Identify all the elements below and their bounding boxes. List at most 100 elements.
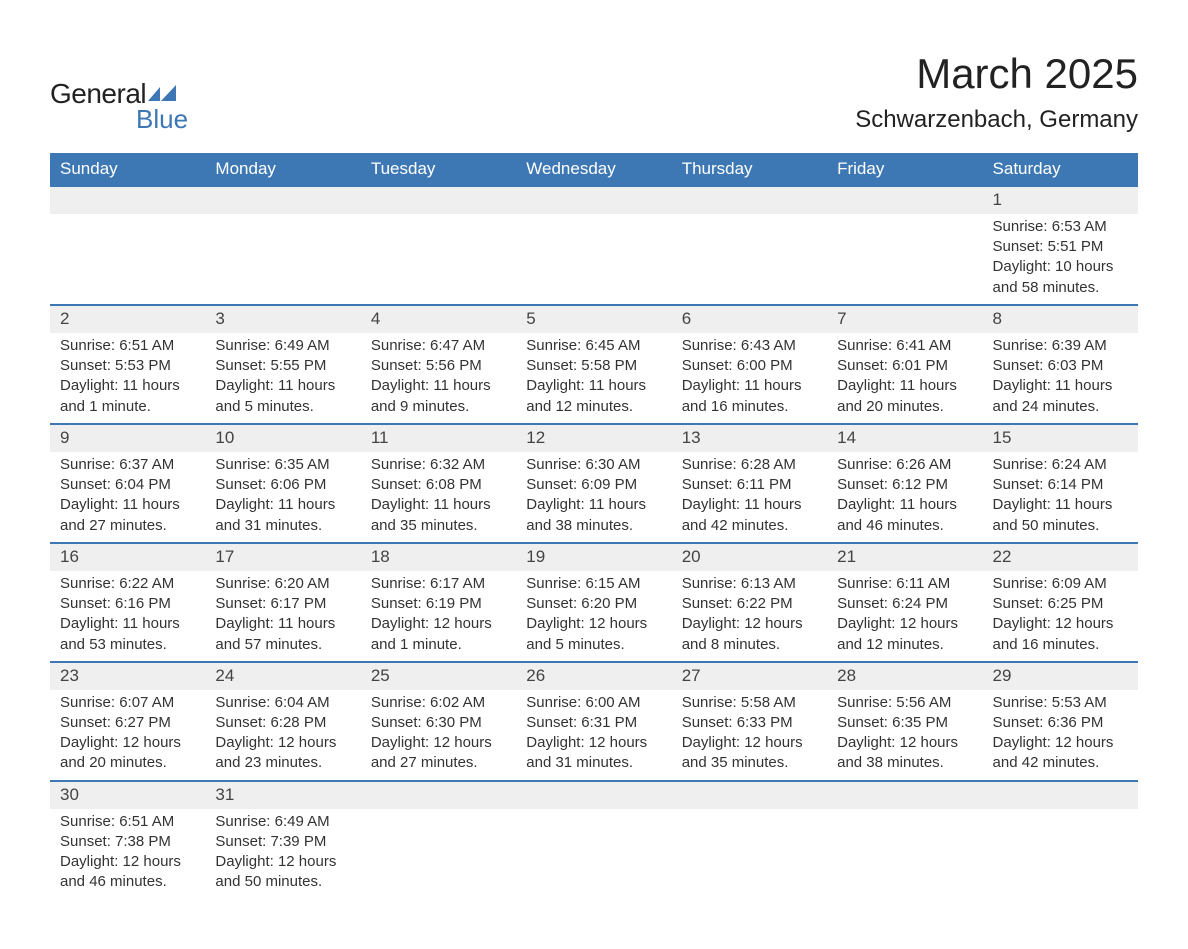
- day-data-line: and 57 minutes.: [215, 635, 350, 655]
- day-number-cell: 20: [672, 543, 827, 571]
- day-data-line: Daylight: 12 hours: [837, 614, 972, 634]
- day-data-line: Sunset: 6:08 PM: [371, 475, 506, 495]
- day-data-line: and 1 minute.: [60, 397, 195, 417]
- day-data-cell: [50, 214, 205, 305]
- day-data-cell: Sunrise: 6:28 AMSunset: 6:11 PMDaylight:…: [672, 452, 827, 543]
- day-data-line: Daylight: 11 hours: [993, 376, 1128, 396]
- day-data-cell: [516, 214, 671, 305]
- week-data-row: Sunrise: 6:51 AMSunset: 7:38 PMDaylight:…: [50, 809, 1138, 899]
- day-data-cell: Sunrise: 6:51 AMSunset: 5:53 PMDaylight:…: [50, 333, 205, 424]
- day-data-line: Sunset: 5:53 PM: [60, 356, 195, 376]
- day-data-line: and 8 minutes.: [682, 635, 817, 655]
- day-data-line: Sunrise: 6:24 AM: [993, 455, 1128, 475]
- week-daynum-row: 1: [50, 186, 1138, 214]
- calendar-table: Sunday Monday Tuesday Wednesday Thursday…: [50, 153, 1138, 899]
- calendar-body: 1Sunrise: 6:53 AMSunset: 5:51 PMDaylight…: [50, 186, 1138, 899]
- week-data-row: Sunrise: 6:53 AMSunset: 5:51 PMDaylight:…: [50, 214, 1138, 305]
- day-data-line: Daylight: 11 hours: [371, 376, 506, 396]
- day-data-line: Sunset: 5:56 PM: [371, 356, 506, 376]
- day-data-line: and 42 minutes.: [682, 516, 817, 536]
- day-number-cell: 25: [361, 662, 516, 690]
- day-data-cell: Sunrise: 6:35 AMSunset: 6:06 PMDaylight:…: [205, 452, 360, 543]
- day-number-cell: [361, 186, 516, 214]
- day-number-cell: 3: [205, 305, 360, 333]
- day-data-line: Daylight: 11 hours: [215, 614, 350, 634]
- day-data-cell: Sunrise: 6:15 AMSunset: 6:20 PMDaylight:…: [516, 571, 671, 662]
- day-data-cell: [672, 214, 827, 305]
- day-data-cell: [516, 809, 671, 899]
- day-number-cell: [516, 186, 671, 214]
- day-data-line: Daylight: 12 hours: [682, 614, 817, 634]
- day-data-cell: Sunrise: 6:45 AMSunset: 5:58 PMDaylight:…: [516, 333, 671, 424]
- day-data-line: Sunrise: 5:53 AM: [993, 693, 1128, 713]
- day-data-line: Daylight: 12 hours: [215, 852, 350, 872]
- day-data-line: and 27 minutes.: [60, 516, 195, 536]
- day-data-line: Sunset: 6:16 PM: [60, 594, 195, 614]
- day-number-cell: 14: [827, 424, 982, 452]
- day-number-cell: 22: [983, 543, 1138, 571]
- day-data-cell: Sunrise: 6:09 AMSunset: 6:25 PMDaylight:…: [983, 571, 1138, 662]
- day-data-line: Daylight: 11 hours: [60, 495, 195, 515]
- day-data-line: Sunrise: 6:07 AM: [60, 693, 195, 713]
- day-data-line: Sunset: 6:17 PM: [215, 594, 350, 614]
- day-data-line: Sunrise: 6:13 AM: [682, 574, 817, 594]
- day-data-cell: Sunrise: 6:30 AMSunset: 6:09 PMDaylight:…: [516, 452, 671, 543]
- day-data-cell: Sunrise: 6:32 AMSunset: 6:08 PMDaylight:…: [361, 452, 516, 543]
- day-data-line: Sunrise: 6:47 AM: [371, 336, 506, 356]
- day-data-line: Sunrise: 6:41 AM: [837, 336, 972, 356]
- day-data-line: Sunrise: 6:00 AM: [526, 693, 661, 713]
- day-data-cell: Sunrise: 6:04 AMSunset: 6:28 PMDaylight:…: [205, 690, 360, 781]
- day-number-cell: 21: [827, 543, 982, 571]
- day-data-line: Daylight: 12 hours: [371, 733, 506, 753]
- day-data-line: Sunset: 6:03 PM: [993, 356, 1128, 376]
- day-data-line: Sunset: 6:30 PM: [371, 713, 506, 733]
- day-number-cell: 16: [50, 543, 205, 571]
- day-header: Saturday: [983, 153, 1138, 186]
- day-data-cell: Sunrise: 6:24 AMSunset: 6:14 PMDaylight:…: [983, 452, 1138, 543]
- day-number-cell: 17: [205, 543, 360, 571]
- brand-icon: [148, 83, 178, 103]
- day-data-line: Sunrise: 6:32 AM: [371, 455, 506, 475]
- day-data-line: Daylight: 11 hours: [60, 376, 195, 396]
- day-data-line: and 20 minutes.: [60, 753, 195, 773]
- day-data-line: Daylight: 10 hours: [993, 257, 1128, 277]
- day-data-line: and 42 minutes.: [993, 753, 1128, 773]
- week-daynum-row: 23242526272829: [50, 662, 1138, 690]
- day-data-cell: [361, 214, 516, 305]
- day-data-line: Sunrise: 6:51 AM: [60, 812, 195, 832]
- day-data-line: and 58 minutes.: [993, 278, 1128, 298]
- day-data-line: Sunrise: 6:22 AM: [60, 574, 195, 594]
- day-data-line: Sunset: 6:12 PM: [837, 475, 972, 495]
- day-data-line: Sunset: 6:09 PM: [526, 475, 661, 495]
- day-data-line: Daylight: 11 hours: [215, 376, 350, 396]
- day-data-line: Sunset: 6:20 PM: [526, 594, 661, 614]
- day-data-cell: Sunrise: 6:17 AMSunset: 6:19 PMDaylight:…: [361, 571, 516, 662]
- calendar-header-row: Sunday Monday Tuesday Wednesday Thursday…: [50, 153, 1138, 186]
- day-number-cell: 1: [983, 186, 1138, 214]
- day-data-cell: Sunrise: 6:41 AMSunset: 6:01 PMDaylight:…: [827, 333, 982, 424]
- day-data-cell: [983, 809, 1138, 899]
- day-data-line: Daylight: 11 hours: [682, 376, 817, 396]
- day-data-line: Sunset: 6:36 PM: [993, 713, 1128, 733]
- day-number-cell: 27: [672, 662, 827, 690]
- day-data-cell: [205, 214, 360, 305]
- day-data-line: Sunset: 7:39 PM: [215, 832, 350, 852]
- day-number-cell: 8: [983, 305, 1138, 333]
- day-data-line: and 27 minutes.: [371, 753, 506, 773]
- brand-logo: General Blue: [50, 78, 188, 135]
- day-data-line: Sunrise: 6:26 AM: [837, 455, 972, 475]
- day-data-line: and 35 minutes.: [371, 516, 506, 536]
- day-number-cell: 11: [361, 424, 516, 452]
- day-number-cell: 10: [205, 424, 360, 452]
- day-number-cell: 31: [205, 781, 360, 809]
- week-daynum-row: 3031: [50, 781, 1138, 809]
- day-data-line: Daylight: 12 hours: [60, 733, 195, 753]
- day-data-cell: Sunrise: 6:26 AMSunset: 6:12 PMDaylight:…: [827, 452, 982, 543]
- day-data-line: Daylight: 12 hours: [371, 614, 506, 634]
- day-data-line: and 46 minutes.: [837, 516, 972, 536]
- day-data-cell: Sunrise: 6:53 AMSunset: 5:51 PMDaylight:…: [983, 214, 1138, 305]
- day-number-cell: 24: [205, 662, 360, 690]
- day-data-line: Sunset: 5:58 PM: [526, 356, 661, 376]
- day-number-cell: 30: [50, 781, 205, 809]
- day-data-cell: Sunrise: 5:56 AMSunset: 6:35 PMDaylight:…: [827, 690, 982, 781]
